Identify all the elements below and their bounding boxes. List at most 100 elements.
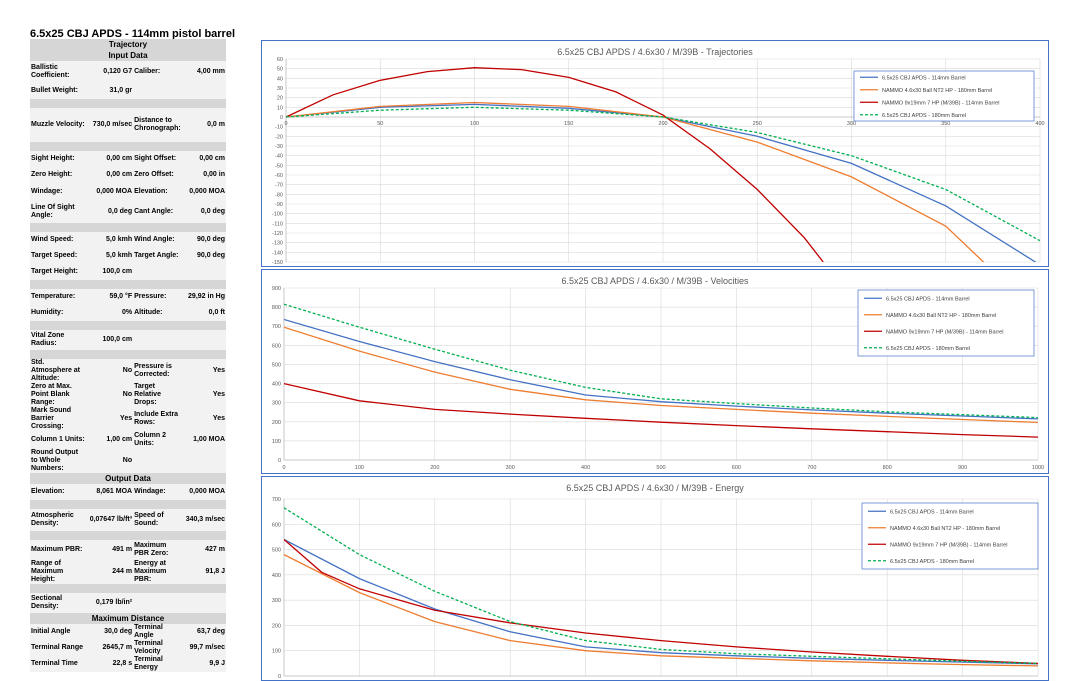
series-line-4 xyxy=(284,303,1038,419)
parameter-value: 0,000 MOA xyxy=(87,183,134,201)
parameter-row: Bullet Weight: 31,0 gr xyxy=(30,83,226,99)
y-tick-label: -40 xyxy=(275,154,283,160)
parameter-label: Muzzle Velocity: xyxy=(30,108,87,142)
x-tick-label: 900 xyxy=(958,465,967,471)
separator-row xyxy=(30,280,226,289)
parameter-label: Target Speed: xyxy=(30,248,87,264)
parameter-label: Terminal Time xyxy=(30,656,87,672)
separator-row xyxy=(30,223,226,232)
parameter-row: Humidity: 0% Altitude: 0,0 ft xyxy=(30,305,226,321)
parameter-row: Line Of Sight Angle: 0,0 deg Cant Angle: 0,… xyxy=(30,201,226,223)
separator-cell xyxy=(30,500,226,509)
legend-label: NAMMO 9x19mm 7 HP (M/39B) - 114mm Barrel xyxy=(882,100,999,106)
section-header: Trajectory xyxy=(30,39,226,50)
section-header-label: Output Data xyxy=(30,473,226,484)
y-tick-label: 60 xyxy=(277,57,283,63)
parameter-value: 59,0 °F xyxy=(87,289,134,305)
parameter-value: 340,3 m/sec xyxy=(183,509,226,531)
parameter-label: Caliber: xyxy=(133,61,184,83)
parameter-value: 427 m xyxy=(183,540,226,560)
y-tick-label: 50 xyxy=(277,67,283,73)
series-line-1 xyxy=(284,318,1038,420)
parameter-label: Sectional Density: xyxy=(30,593,87,613)
parameter-value: 8,061 MOA xyxy=(87,484,134,500)
chart-title: 6.5x25 CBJ APDS / 4.6x30 / M/39B - Veloc… xyxy=(561,276,749,286)
parameter-label: Sight Height: xyxy=(30,151,87,167)
parameter-label: Target Angle: xyxy=(133,248,184,264)
parameter-row: Terminal Time 22,8 s Terminal Energy 9,9 J xyxy=(30,656,226,672)
section-header-label: Input Data xyxy=(30,50,226,61)
series-line-1 xyxy=(284,538,1038,665)
y-tick-label: -80 xyxy=(275,192,283,198)
y-tick-label: 30 xyxy=(277,86,283,92)
parameter-row: Atmospheric Density: 0,07647 lb/ft³ Speed … xyxy=(30,509,226,531)
parameter-label: Maximum PBR: xyxy=(30,540,87,560)
parameter-label xyxy=(133,593,184,613)
y-tick-label: 600 xyxy=(272,522,281,528)
parameter-value: 0,07647 lb/ft³ xyxy=(87,509,134,531)
x-tick-label: 0 xyxy=(282,465,285,471)
parameter-label: Zero Offset: xyxy=(133,167,184,183)
parameter-label: Target Relative Drops: xyxy=(133,383,184,407)
y-tick-label: -90 xyxy=(275,202,283,208)
separator-cell xyxy=(30,584,226,593)
parameter-row: Terminal Range 2645,7 m Terminal Velocity 9… xyxy=(30,640,226,656)
parameter-value: Yes xyxy=(87,407,134,431)
parameter-label xyxy=(133,449,184,473)
y-tick-label: 100 xyxy=(272,439,281,445)
legend-label: 6.5x25 CBJ APDS - 114mm Barrel xyxy=(890,509,974,515)
parameter-value: 9,9 J xyxy=(183,656,226,672)
y-tick-label: 600 xyxy=(272,343,281,349)
parameter-value: 0,00 cm xyxy=(183,151,226,167)
parameter-value: 0,0 deg xyxy=(183,201,226,223)
x-tick-label: 250 xyxy=(753,121,762,127)
y-tick-label: -60 xyxy=(275,173,283,179)
separator-cell xyxy=(30,531,226,540)
parameter-value: 1,00 cm xyxy=(87,431,134,449)
y-tick-label: 300 xyxy=(272,598,281,604)
separator-cell xyxy=(30,223,226,232)
separator-row xyxy=(30,350,226,359)
parameter-value: Yes xyxy=(183,359,226,383)
parameter-label xyxy=(133,264,184,280)
parameter-value xyxy=(183,593,226,613)
parameter-value: 5,0 kmh xyxy=(87,232,134,248)
y-tick-label: 700 xyxy=(272,497,281,503)
parameter-value xyxy=(183,83,226,99)
series-line-2 xyxy=(284,554,1038,667)
parameter-value xyxy=(183,449,226,473)
parameter-label: Include Extra Rows: xyxy=(133,407,184,431)
parameter-value: 100,0 cm xyxy=(87,264,134,280)
parameter-value: 0,000 MOA xyxy=(183,183,226,201)
x-tick-label: 0 xyxy=(284,121,287,127)
y-tick-label: 400 xyxy=(272,382,281,388)
y-tick-label: 200 xyxy=(272,623,281,629)
separator-row xyxy=(30,500,226,509)
chart-svg: 6.5x25 CBJ APDS / 4.6x30 / M/39B - Veloc… xyxy=(272,276,1044,471)
y-tick-label: 20 xyxy=(277,96,283,102)
parameter-row: Temperature: 59,0 °F Pressure: 29,92 in Hg xyxy=(30,289,226,305)
x-tick-label: 300 xyxy=(506,465,515,471)
parameter-label: Sight Offset: xyxy=(133,151,184,167)
separator-row xyxy=(30,584,226,593)
parameter-value: 0,00 cm xyxy=(87,151,134,167)
parameter-label: Maximum PBR Zero: xyxy=(133,540,184,560)
parameter-label: Vital Zone Radius: xyxy=(30,330,87,350)
parameter-row: Ballistic Coefficient: 0,120 G7 Caliber: 4,… xyxy=(30,61,226,83)
velocities-chart: 6.5x25 CBJ APDS / 4.6x30 / M/39B - Veloc… xyxy=(261,269,1049,474)
parameter-row: Round Output to Whole Numbers: No xyxy=(30,449,226,473)
parameter-row: Zero at Max. Point Blank Range: No Target … xyxy=(30,383,226,407)
y-tick-label: 500 xyxy=(272,362,281,368)
parameter-label: Pressure is Corrected: xyxy=(133,359,184,383)
parameter-label xyxy=(133,330,184,350)
legend-label: 6.5x25 CBJ APDS - 180mm Barrel xyxy=(882,113,966,119)
separator-cell xyxy=(30,350,226,359)
parameter-value: Yes xyxy=(183,407,226,431)
parameter-value: 100,0 cm xyxy=(87,330,134,350)
x-tick-label: 500 xyxy=(656,465,665,471)
series-line-2 xyxy=(284,326,1038,424)
x-tick-label: 100 xyxy=(470,121,479,127)
parameter-label: Column 1 Units: xyxy=(30,431,87,449)
y-tick-label: 700 xyxy=(272,324,281,330)
parameter-value xyxy=(183,330,226,350)
